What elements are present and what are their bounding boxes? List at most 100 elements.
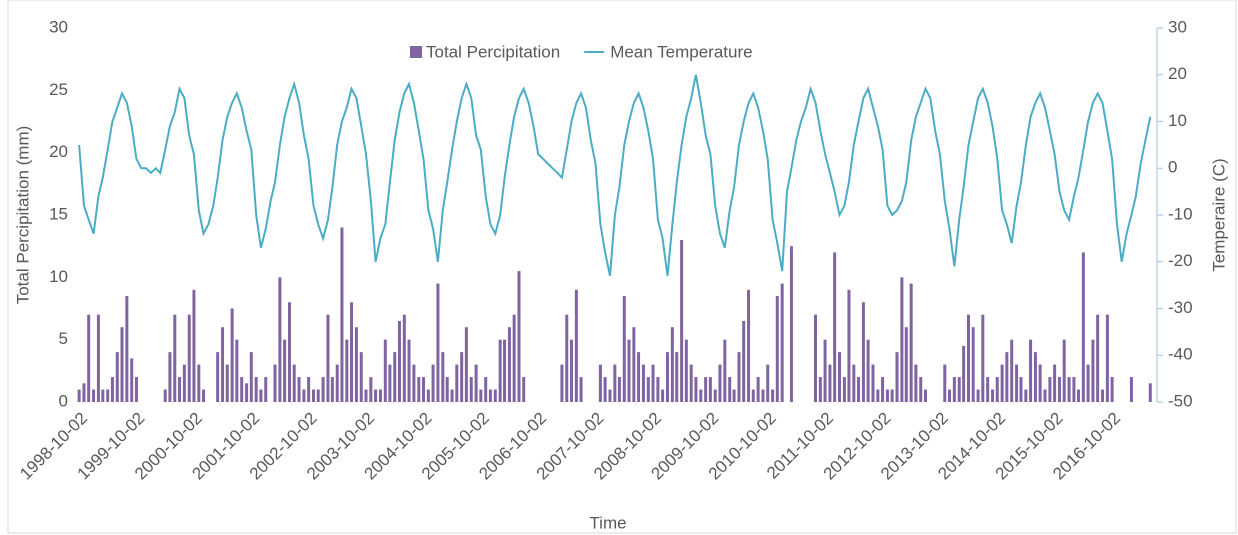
y2-tick-label: 30 (1168, 17, 1187, 36)
bar (359, 352, 363, 402)
bar (1062, 339, 1066, 402)
bar (450, 389, 454, 402)
bar (1043, 389, 1047, 402)
bar (1024, 389, 1028, 402)
bar (613, 364, 617, 402)
bar (374, 389, 378, 402)
bar (187, 314, 191, 402)
bar (421, 377, 425, 402)
bar (699, 389, 703, 402)
bar (1105, 314, 1109, 402)
bar (464, 327, 468, 402)
bar (431, 364, 435, 402)
bar (574, 289, 578, 402)
bar (115, 352, 119, 402)
bar (1067, 377, 1071, 402)
bar (569, 339, 573, 402)
bar (914, 364, 918, 402)
bar (1101, 389, 1105, 402)
bar (177, 377, 181, 402)
bar (192, 289, 196, 402)
bar (842, 377, 846, 402)
bar (517, 271, 521, 402)
bar (1129, 377, 1133, 402)
bar (952, 377, 956, 402)
bar (1000, 364, 1004, 402)
bar (1091, 339, 1095, 402)
bar (273, 364, 277, 402)
bar (1038, 364, 1042, 402)
bar (995, 377, 999, 402)
bar (766, 364, 770, 402)
bar (278, 277, 282, 402)
bar (479, 389, 483, 402)
bar (780, 283, 784, 402)
bar (866, 339, 870, 402)
bar (503, 339, 507, 402)
bar (761, 389, 765, 402)
bar (125, 296, 129, 402)
bar (1033, 352, 1037, 402)
bar (1057, 377, 1061, 402)
bar (202, 389, 206, 402)
bar (474, 364, 478, 402)
bar (1048, 377, 1052, 402)
bar (484, 377, 488, 402)
bar (694, 377, 698, 402)
bar (92, 389, 96, 402)
bar (751, 389, 755, 402)
bar (1072, 377, 1076, 402)
bar (789, 246, 793, 402)
bar (728, 377, 732, 402)
bar (512, 314, 516, 402)
bar (87, 314, 91, 402)
bar (732, 389, 736, 402)
bar (77, 389, 81, 402)
bar (627, 339, 631, 402)
bar (254, 377, 258, 402)
legend-label: Mean Temperature (610, 42, 752, 61)
bar (493, 389, 497, 402)
bar (923, 389, 927, 402)
bar (417, 377, 421, 402)
bar (900, 277, 904, 402)
y-tick-label: 20 (49, 142, 68, 161)
bar (345, 339, 349, 402)
temperature-line (78, 74, 1152, 277)
bar (163, 389, 167, 402)
bar (957, 377, 961, 402)
bar (838, 352, 842, 402)
bar (718, 364, 722, 402)
bar (388, 364, 392, 402)
bar (221, 327, 225, 402)
bar (498, 339, 502, 402)
bar (813, 314, 817, 402)
y2-tick-label: 0 (1168, 158, 1177, 177)
bar (240, 377, 244, 402)
bar (369, 377, 373, 402)
bar (307, 377, 311, 402)
bar (1110, 377, 1114, 402)
bar (742, 320, 746, 402)
bar (981, 314, 985, 402)
bar (651, 364, 655, 402)
bar (350, 302, 354, 402)
bar (890, 389, 894, 402)
bar (708, 377, 712, 402)
y-tick-label: 0 (59, 391, 68, 410)
bar (904, 327, 908, 402)
bar (326, 314, 330, 402)
y-axis-title: Total Percipitation (mm) (13, 126, 32, 305)
bar (723, 339, 727, 402)
bar (1053, 364, 1057, 402)
bar (110, 377, 114, 402)
bar (120, 327, 124, 402)
bar (680, 239, 684, 402)
bar (245, 383, 249, 402)
bar (460, 352, 464, 402)
bar (637, 352, 641, 402)
bar (1148, 383, 1152, 402)
bar (852, 364, 856, 402)
bar (302, 389, 306, 402)
bar (1076, 389, 1080, 402)
